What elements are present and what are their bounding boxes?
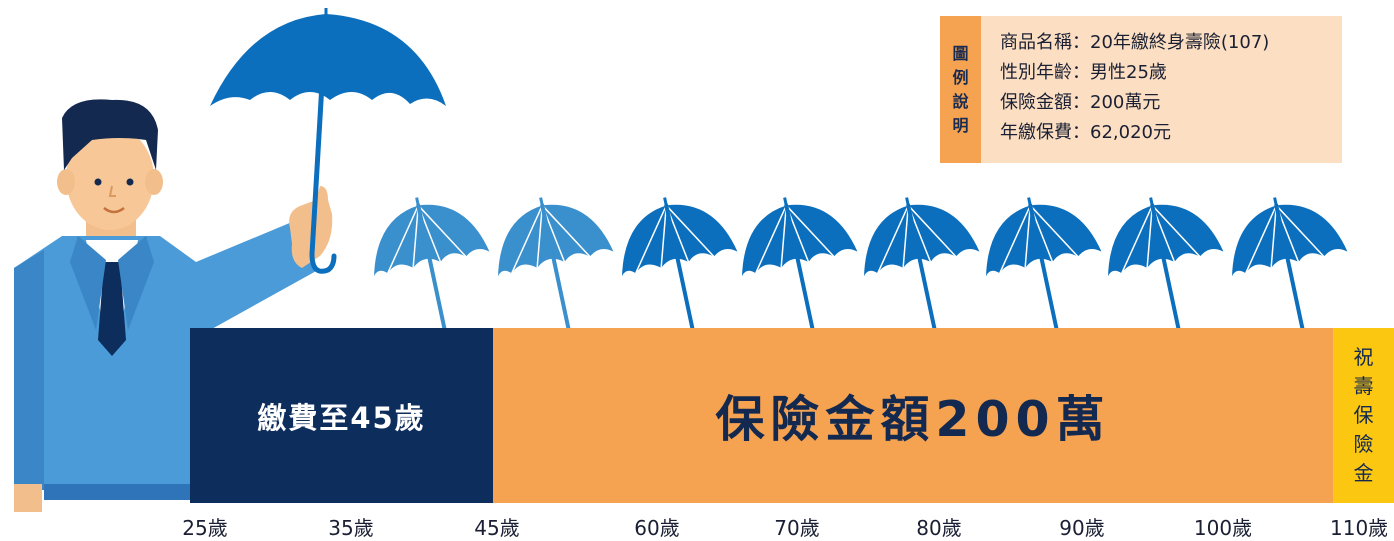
legend-lines: 商品名稱：20年繳終身壽險(107) 性別年齡：男性25歲 保險金額：200萬元… (1000, 28, 1269, 148)
maturity-benefit-bar: 祝 壽 保 險 金 (1333, 328, 1394, 503)
age-label: 80歲 (916, 516, 962, 540)
coverage-label: 保險金額200萬 (715, 391, 1111, 448)
maturity-benefit-char: 祝 (1353, 345, 1374, 369)
premium-period-bar: 繳費至45歲 (190, 328, 493, 503)
legend-tab-char: 圖 (952, 43, 969, 63)
legend-tab-char: 例 (952, 67, 969, 87)
age-label: 35歲 (328, 516, 374, 540)
man-illustration (14, 99, 333, 512)
legend-sum-insured: 保險金額：200萬元 (1000, 92, 1161, 113)
age-label: 100歲 (1193, 516, 1253, 540)
legend-gender-age: 性別年齡：男性25歲 (1000, 62, 1167, 83)
maturity-benefit-char: 保 (1353, 403, 1374, 427)
maturity-benefit-char: 險 (1353, 432, 1374, 456)
umbrella-icon (210, 8, 446, 274)
premium-period-label: 繳費至45歲 (257, 400, 426, 435)
age-label: 45歲 (474, 516, 520, 540)
age-label: 25歲 (182, 516, 228, 540)
maturity-benefit-char: 壽 (1353, 374, 1374, 398)
maturity-benefit-char: 金 (1353, 461, 1374, 485)
legend-product-name: 商品名稱：20年繳終身壽險(107) (1000, 32, 1270, 53)
age-label: 90歲 (1059, 516, 1105, 540)
age-label: 60歲 (634, 516, 680, 540)
legend-tab-char: 明 (952, 115, 969, 135)
legend-annual-premium: 年繳保費：62,020元 (1000, 122, 1171, 143)
coverage-bar: 保險金額200萬 (493, 328, 1333, 503)
legend-tab: 圖 例 說 明 (940, 16, 981, 163)
legend-box: 圖 例 說 明 商品名稱：20年繳終身壽險(107) 性別年齡：男性25歲 保險… (940, 16, 1342, 163)
age-label: 110歲 (1330, 516, 1389, 540)
legend-tab-char: 說 (952, 91, 969, 111)
age-axis: 25歲 35歲 45歲 60歲 70歲 80歲 90歲 100歲 110歲 (0, 512, 1394, 540)
age-label: 70歲 (774, 516, 820, 540)
